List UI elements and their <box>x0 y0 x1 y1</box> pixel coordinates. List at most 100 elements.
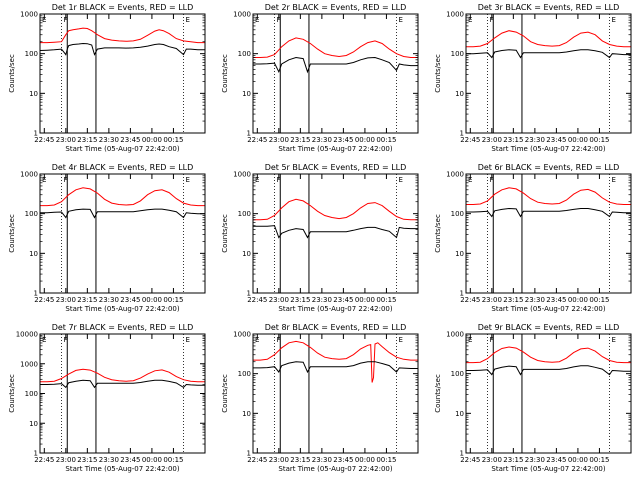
y-tick-label: 1000 <box>233 11 251 19</box>
series-line-events <box>39 42 205 56</box>
detector-panel: Det 4r BLACK = Events, RED = LLD F E E 1 10 10… <box>0 160 213 320</box>
x-tick-label: 23:00 <box>269 456 289 464</box>
x-tick-label: 00:00 <box>142 296 162 304</box>
x-axis-label: Start Time (05-Aug-07 22:42:00) <box>65 305 179 313</box>
x-tick-label: 00:00 <box>568 296 588 304</box>
x-tick-label: 22:45 <box>247 456 267 464</box>
marker-label: E <box>255 176 259 184</box>
marker-label: E <box>468 16 472 24</box>
marker-label: E <box>185 336 189 344</box>
series-line-events <box>466 365 631 376</box>
x-tick-label: 23:00 <box>482 136 502 144</box>
plot-frame <box>39 173 206 294</box>
chart-title: Det 7r BLACK = Events, RED = LLD <box>52 323 194 332</box>
y-tick-label: 1 <box>247 290 251 298</box>
x-axis-label: Start Time (05-Aug-07 22:42:00) <box>491 305 605 313</box>
x-tick-label: 00:15 <box>376 136 396 144</box>
series-line-events <box>466 49 631 59</box>
y-tick-label: 1 <box>460 450 464 458</box>
y-tick-label: 1000 <box>446 11 464 19</box>
y-tick-label: 10 <box>242 90 251 98</box>
y-tick-label: 10 <box>242 250 251 258</box>
x-tick-label: 23:45 <box>333 456 353 464</box>
marker-label: F <box>490 336 494 344</box>
series-line-events <box>253 225 418 239</box>
y-tick-label: 1000 <box>233 171 251 179</box>
x-tick-label: 23:15 <box>290 296 310 304</box>
series-line-lld <box>40 368 205 383</box>
y-tick-label: 10 <box>455 410 464 418</box>
series-line-lld <box>40 187 205 207</box>
y-tick-label: 100 <box>451 50 464 58</box>
x-tick-label: 23:15 <box>77 296 97 304</box>
x-tick-label: 23:00 <box>56 296 76 304</box>
x-tick-label: 22:45 <box>34 296 54 304</box>
x-tick-label: 23:15 <box>290 456 310 464</box>
series-line-lld <box>466 346 631 364</box>
series-line-lld <box>466 30 631 48</box>
x-tick-label: 23:30 <box>99 456 119 464</box>
x-tick-label: 22:45 <box>247 296 267 304</box>
plot-frame <box>252 13 419 134</box>
series-line-events <box>466 207 631 218</box>
x-tick-label: 23:45 <box>120 456 140 464</box>
marker-label: E <box>611 336 615 344</box>
x-axis-label: Start Time (05-Aug-07 22:42:00) <box>65 145 179 153</box>
marker-label: E <box>468 336 472 344</box>
x-tick-label: 23:45 <box>546 136 566 144</box>
chart-svg: Det 9r BLACK = Events, RED = LLD F E E 1 10 10… <box>434 323 632 473</box>
plot-frame <box>465 13 632 134</box>
x-tick-label: 23:45 <box>546 296 566 304</box>
plot-frame <box>252 173 419 294</box>
y-tick-label: 10000 <box>16 331 38 339</box>
y-tick-label: 10 <box>455 90 464 98</box>
x-tick-label: 22:45 <box>34 456 54 464</box>
y-tick-label: 10 <box>29 90 38 98</box>
x-tick-label: 23:30 <box>525 136 545 144</box>
x-tick-label: 00:15 <box>163 456 183 464</box>
marker-label: E <box>398 336 402 344</box>
x-tick-label: 00:00 <box>355 296 375 304</box>
chart-svg: Det 2r BLACK = Events, RED = LLD F E E 1 10 10… <box>221 3 419 153</box>
chart-svg: Det 1r BLACK = Events, RED = LLD F E E 1 10 10… <box>8 3 206 153</box>
series-line-events <box>253 361 418 374</box>
x-tick-label: 23:45 <box>333 136 353 144</box>
marker-label: F <box>490 176 494 184</box>
x-tick-label: 22:45 <box>34 136 54 144</box>
detector-panel: Det 7r BLACK = Events, RED = LLD F E E 1 10 10… <box>0 320 213 480</box>
plot-frame <box>39 333 206 454</box>
chart-svg: Det 8r BLACK = Events, RED = LLD F E E 1 10 10… <box>221 323 419 473</box>
detector-panel: Det 1r BLACK = Events, RED = LLD F E E 1 10 10… <box>0 0 213 160</box>
y-tick-label: 1 <box>460 130 464 138</box>
x-tick-label: 00:15 <box>163 136 183 144</box>
x-tick-label: 23:30 <box>312 136 332 144</box>
x-tick-label: 00:15 <box>376 456 396 464</box>
y-tick-label: 10 <box>455 250 464 258</box>
x-tick-label: 00:00 <box>355 136 375 144</box>
x-tick-label: 23:45 <box>333 296 353 304</box>
chart-title: Det 6r BLACK = Events, RED = LLD <box>478 163 620 172</box>
marker-label: E <box>185 176 189 184</box>
series-line-events <box>40 379 205 389</box>
x-tick-label: 00:00 <box>355 456 375 464</box>
marker-label: F <box>277 16 281 24</box>
y-tick-label: 1 <box>34 290 38 298</box>
x-tick-label: 23:00 <box>269 136 289 144</box>
marker-label: E <box>255 16 259 24</box>
x-tick-label: 23:15 <box>503 296 523 304</box>
x-tick-label: 00:00 <box>568 136 588 144</box>
detector-panel: Det 2r BLACK = Events, RED = LLD F E E 1 10 10… <box>213 0 426 160</box>
y-tick-label: 1000 <box>20 11 38 19</box>
x-tick-label: 23:45 <box>120 296 140 304</box>
chart-svg: Det 5r BLACK = Events, RED = LLD F E E 1 10 10… <box>221 163 419 313</box>
chart-svg: Det 3r BLACK = Events, RED = LLD F E E 1 10 10… <box>434 3 632 153</box>
x-tick-label: 00:15 <box>589 456 609 464</box>
series-line-events <box>253 56 418 74</box>
chart-title: Det 3r BLACK = Events, RED = LLD <box>478 3 620 12</box>
y-tick-label: 1000 <box>233 331 251 339</box>
x-tick-label: 00:15 <box>163 296 183 304</box>
series-line-lld <box>253 37 418 58</box>
y-tick-label: 1 <box>34 130 38 138</box>
y-tick-label: 1000 <box>446 171 464 179</box>
y-tick-label: 1 <box>247 130 251 138</box>
